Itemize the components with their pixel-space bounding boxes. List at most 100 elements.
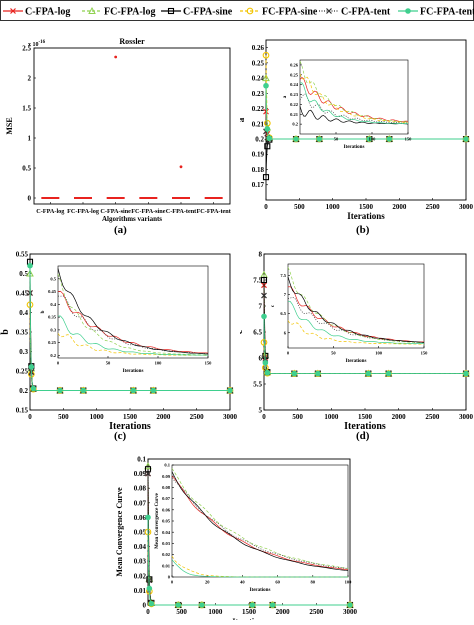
y-tick-label: 0.02 — [162, 552, 171, 557]
y-tick-label: 0.35 — [48, 315, 57, 320]
y-tick-label: 0.26 — [252, 44, 265, 52]
inset-series-line — [171, 471, 349, 571]
y-tick-label: 0.03 — [134, 558, 147, 566]
x-tick-label: 3000 — [343, 608, 358, 616]
legend-marker — [326, 8, 332, 14]
series-marker — [291, 370, 298, 377]
y-axis-label: Mean Convergence Curve — [115, 487, 124, 577]
x-axis-label: Iterations — [346, 359, 367, 364]
y-tick-label: 0.1 — [164, 463, 170, 468]
y-tick-label: 5.5 — [253, 380, 262, 388]
x-tick-label: 0 — [262, 413, 266, 421]
series-marker — [269, 602, 276, 608]
x-tick-label: 1500 — [358, 413, 373, 421]
y-tick-label: 1 — [28, 135, 32, 143]
x-tick-label: 80 — [311, 580, 316, 585]
x-axis-label: Iterations — [347, 211, 385, 221]
series-marker — [150, 387, 157, 394]
y-tick-label: 0 — [168, 575, 171, 580]
y-tick-label: 0.19 — [252, 151, 265, 159]
inset-series-line — [171, 468, 349, 569]
series-marker — [144, 466, 152, 473]
y-tick-label: 0.09 — [134, 470, 147, 478]
y-tick-label: 0.24 — [252, 75, 265, 83]
x-tick-label: 0 — [287, 351, 290, 356]
panel-a-mse-scatter: Rossler x 10-16 0 0.5 1 1.5 2 2.5 C-FPA-log FC-FP… — [0, 30, 240, 240]
legend-label: FC-FPA-log — [104, 7, 155, 18]
x-tick-label: 1000 — [326, 203, 341, 211]
x-tick-label: 2500 — [426, 203, 441, 211]
x-tick-label: 100 — [369, 137, 377, 142]
y-tick-label: 0.25 — [252, 59, 265, 67]
x-tick-label: 40 — [240, 580, 245, 585]
series-marker — [463, 370, 469, 377]
y-tick-label: 0.3 — [19, 348, 28, 356]
x-tick-label: 0 — [57, 361, 60, 366]
series-marker — [144, 462, 152, 470]
y-tick-label: 0.05 — [162, 519, 171, 524]
y-tick-label: 0.02 — [134, 572, 147, 580]
series-marker — [175, 602, 182, 608]
legend-entry: C-FPA-sine — [161, 7, 233, 18]
legend-marker — [246, 7, 254, 15]
x-tick-label: 2000 — [276, 608, 291, 616]
legend-entry: FC-FPA-log — [82, 7, 155, 18]
y-tick-label: 5 — [259, 406, 263, 414]
x-tick-label: 500 — [294, 203, 305, 211]
series-marker — [80, 387, 87, 394]
series-marker — [315, 370, 321, 377]
y-tick-label: 7 — [259, 302, 263, 310]
series-marker — [30, 385, 37, 392]
y-tick-label: 0.35 — [16, 328, 29, 336]
x-tick-label: 20 — [205, 580, 210, 585]
legend-marker — [405, 8, 411, 14]
plot-frame — [33, 47, 231, 205]
y-tick-label: 6.5 — [280, 311, 286, 316]
x-axis-label: Iterations — [250, 588, 271, 593]
y-tick-label: 0.2 — [292, 122, 298, 127]
x-tick-label: 1000 — [90, 413, 105, 421]
y-tick-label: 0.2 — [50, 353, 56, 358]
y-tick-label: 0.45 — [48, 289, 57, 294]
inset-frame — [287, 263, 425, 349]
legend-label: C-FPA-tent — [341, 7, 391, 18]
y-tick-label: 0.01 — [162, 563, 171, 568]
y-tick-label: 0.08 — [134, 485, 147, 493]
y-tick-label: 0.22 — [252, 105, 265, 113]
x-tick-label: 0 — [146, 608, 150, 616]
x-tick-label: 50 — [331, 351, 336, 356]
x-tick-label: FC-FPA-log — [67, 208, 100, 215]
panel-label-c: (c) — [114, 430, 127, 442]
inset-series-line — [171, 477, 349, 569]
legend-entry: C-FPA-log — [3, 7, 70, 18]
series-marker — [263, 82, 269, 89]
y-axis-label: Mean Convergence Curve — [155, 492, 160, 549]
legend-label: C-FPA-log — [25, 7, 70, 18]
inset-frame — [171, 464, 349, 578]
y-tick-label: 0.06 — [162, 507, 171, 512]
x-axis-label: Iterations — [344, 421, 386, 432]
y-tick-label: 0.26 — [290, 63, 299, 68]
y-tick-label: 0.07 — [162, 496, 171, 501]
series-marker — [146, 585, 153, 592]
x-tick-label: 0 — [264, 203, 268, 211]
series-marker — [262, 174, 270, 181]
y-tick-label: 0.04 — [134, 543, 147, 551]
x-tick-label: 2000 — [392, 203, 407, 211]
x-axis-label: Iterations — [344, 145, 365, 150]
x-tick-label: FC-FPA-tent — [197, 208, 232, 215]
y-tick-label: 0.23 — [290, 92, 299, 97]
y-tick-label: 0.15 — [16, 406, 29, 414]
legend-graphic: C-FPA-log FC-FPA-log C-FPA-sine FC-FPA-sine… — [0, 0, 474, 21]
y-tick-label: 0.2 — [255, 135, 264, 143]
x-tick-label: 0 — [171, 580, 174, 585]
y-tick-label: 0.23 — [252, 90, 265, 98]
y-tick-label: 0.5 — [22, 165, 31, 173]
series-marker — [249, 602, 256, 608]
series-marker — [264, 369, 271, 376]
x-tick-label: C-FPA-sine — [100, 208, 131, 215]
y-tick-label: 0.2 — [19, 387, 28, 395]
series-marker — [463, 136, 469, 142]
series-marker — [261, 313, 267, 320]
panel-e-mean-convergence: 0 0.01 0.02 0.03 0.04 0.05 0.06 0.07 0.08 0.09 0.1… — [100, 455, 360, 625]
